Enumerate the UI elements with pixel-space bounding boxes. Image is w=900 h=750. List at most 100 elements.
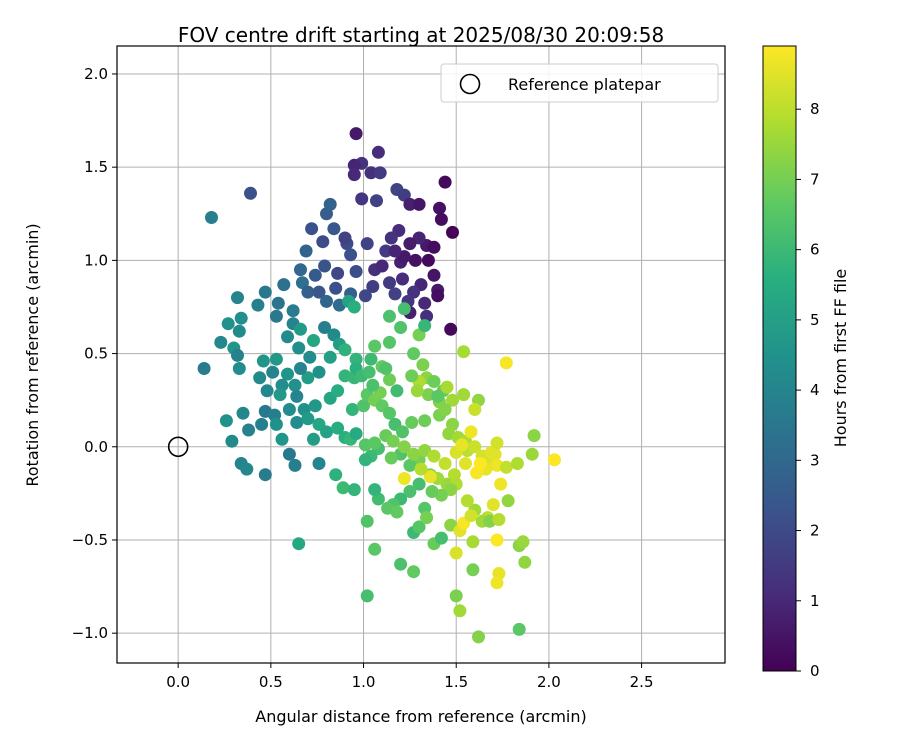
data-point bbox=[446, 225, 459, 239]
data-point bbox=[388, 287, 402, 301]
data-point bbox=[373, 166, 387, 180]
data-point bbox=[412, 520, 426, 534]
data-point bbox=[412, 477, 426, 491]
data-point bbox=[338, 231, 352, 245]
data-point bbox=[390, 505, 404, 519]
data-point bbox=[446, 393, 459, 407]
y-axis-label: Rotation from reference (arcmin) bbox=[23, 223, 42, 486]
data-point bbox=[303, 350, 317, 364]
data-point bbox=[438, 175, 452, 189]
x-axis-label: Angular distance from reference (arcmin) bbox=[255, 707, 586, 726]
colorbar-tick-label: 4 bbox=[810, 381, 820, 399]
colorbar-tick-label: 3 bbox=[810, 451, 820, 469]
data-point bbox=[232, 362, 246, 375]
data-point bbox=[464, 509, 478, 523]
data-point bbox=[362, 365, 376, 379]
data-point bbox=[316, 235, 330, 249]
data-point bbox=[320, 425, 333, 439]
data-point bbox=[282, 403, 296, 416]
data-point bbox=[290, 416, 304, 429]
data-point bbox=[440, 380, 454, 394]
data-point bbox=[253, 371, 267, 385]
data-point bbox=[258, 468, 272, 482]
data-point bbox=[244, 186, 257, 200]
data-point bbox=[312, 457, 326, 470]
data-point bbox=[490, 576, 504, 590]
data-point bbox=[294, 322, 307, 336]
data-point bbox=[266, 365, 280, 379]
data-point bbox=[301, 285, 315, 299]
data-point bbox=[468, 440, 482, 454]
data-point bbox=[358, 289, 372, 303]
data-point bbox=[221, 317, 235, 331]
data-point bbox=[366, 280, 380, 293]
data-point bbox=[379, 362, 393, 375]
data-point bbox=[269, 309, 283, 323]
data-point bbox=[403, 485, 417, 498]
data-point bbox=[331, 266, 345, 280]
colorbar-tick-label: 6 bbox=[810, 241, 820, 259]
data-point bbox=[499, 460, 513, 474]
data-point bbox=[484, 445, 498, 459]
y-tick-label: 0.0 bbox=[84, 438, 108, 456]
data-point bbox=[375, 259, 389, 273]
colorbar-tick-label: 1 bbox=[810, 592, 820, 610]
data-point bbox=[403, 458, 417, 472]
data-point bbox=[431, 389, 445, 403]
data-point bbox=[410, 384, 424, 398]
data-point bbox=[438, 457, 452, 470]
data-point bbox=[512, 622, 526, 636]
data-point bbox=[281, 330, 294, 344]
data-point bbox=[499, 356, 513, 370]
data-point bbox=[510, 457, 524, 470]
data-point bbox=[490, 436, 504, 450]
data-point bbox=[338, 343, 352, 357]
data-point bbox=[345, 403, 359, 416]
data-point bbox=[518, 555, 532, 569]
data-point bbox=[383, 335, 396, 349]
data-point bbox=[197, 362, 211, 375]
data-point bbox=[219, 414, 233, 428]
data-point bbox=[444, 322, 458, 336]
reference-platepar-marker bbox=[167, 436, 189, 458]
data-point bbox=[347, 300, 361, 314]
data-point bbox=[407, 447, 421, 461]
data-point bbox=[427, 268, 441, 282]
data-point bbox=[357, 399, 370, 413]
data-point bbox=[397, 302, 411, 316]
x-tick-label: 2.0 bbox=[537, 673, 561, 691]
data-point bbox=[396, 272, 409, 286]
data-point bbox=[308, 268, 322, 282]
colorbar-tick-label: 2 bbox=[810, 522, 820, 540]
data-point bbox=[251, 298, 265, 312]
data-point bbox=[364, 352, 378, 366]
data-point bbox=[403, 237, 417, 251]
colorbar-tick-label: 7 bbox=[810, 170, 820, 188]
data-point bbox=[525, 447, 539, 461]
data-point bbox=[527, 429, 541, 443]
data-point bbox=[492, 513, 506, 526]
data-point bbox=[305, 222, 319, 236]
data-point bbox=[360, 514, 374, 528]
data-point bbox=[232, 324, 246, 338]
legend: Reference platepar bbox=[440, 63, 719, 103]
data-point bbox=[383, 276, 396, 290]
colorbar: 0 1 2 3 4 5 6 7 8 Hours from first FF file bbox=[762, 45, 850, 680]
x-tick-label: 1.5 bbox=[444, 673, 468, 691]
data-point bbox=[418, 319, 432, 333]
data-point bbox=[434, 212, 448, 226]
data-point bbox=[421, 253, 435, 267]
colorbar-label: Hours from first FF file bbox=[831, 269, 850, 448]
data-point bbox=[295, 276, 309, 290]
data-point bbox=[494, 477, 508, 491]
data-point bbox=[294, 362, 307, 375]
data-point bbox=[408, 253, 422, 267]
data-point bbox=[427, 240, 441, 254]
x-tick-label: 1.0 bbox=[352, 673, 376, 691]
data-point bbox=[383, 309, 396, 323]
data-point bbox=[384, 451, 398, 465]
data-point bbox=[331, 421, 345, 435]
data-point bbox=[347, 483, 361, 497]
data-point bbox=[427, 449, 441, 463]
